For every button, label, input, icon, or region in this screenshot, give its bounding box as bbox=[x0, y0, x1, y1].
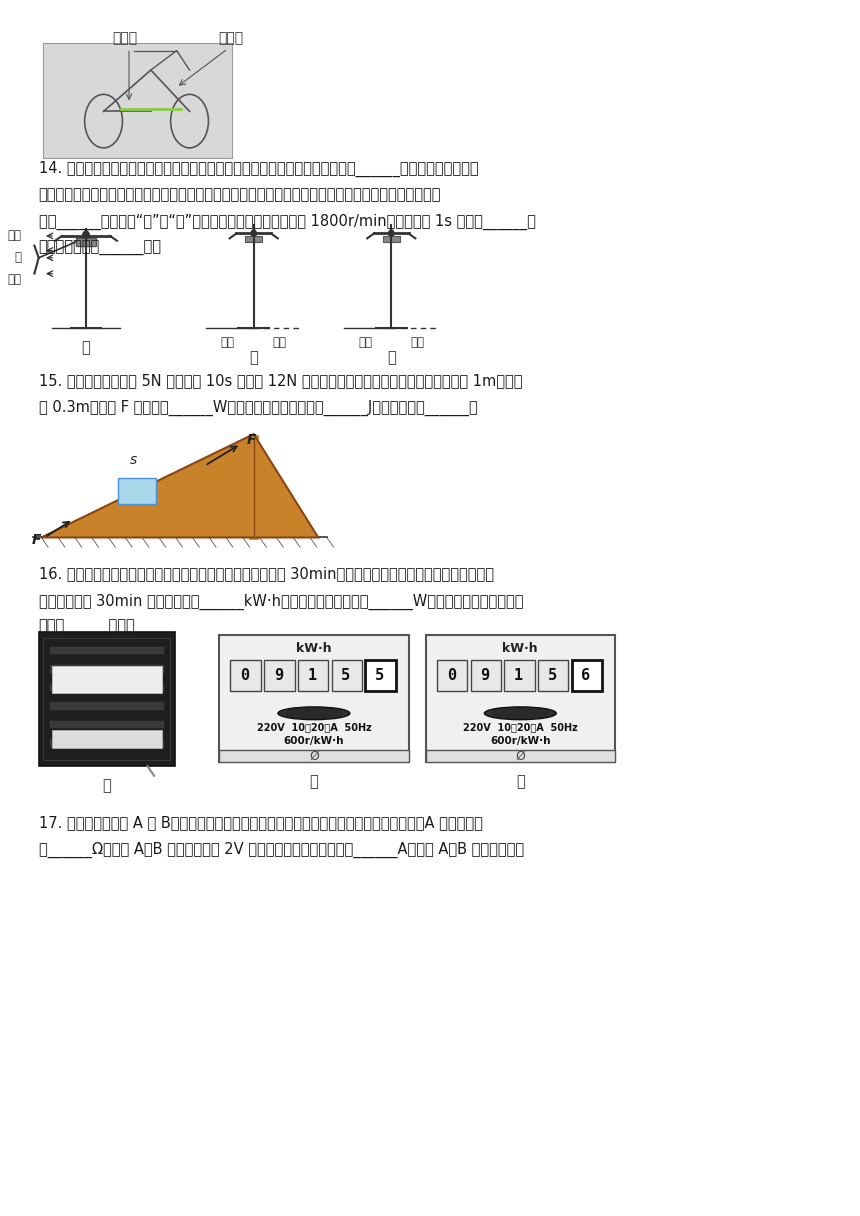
Text: 右手把: 右手把 bbox=[218, 30, 243, 45]
Bar bbox=[52, 730, 162, 748]
Text: 旋翅: 旋翅 bbox=[8, 230, 22, 242]
Text: 风: 风 bbox=[15, 252, 22, 264]
Text: 1: 1 bbox=[514, 668, 523, 683]
Bar bbox=[426, 635, 615, 762]
Bar bbox=[538, 660, 568, 691]
Polygon shape bbox=[245, 236, 262, 242]
Bar bbox=[118, 478, 157, 505]
Text: 为 0.3m，拉力 F 的功率为______W，使用该斜面的额外功为______J，机械效率为______。: 为 0.3m，拉力 F 的功率为______W，使用该斜面的额外功为______… bbox=[39, 400, 477, 416]
Bar bbox=[437, 660, 467, 691]
Text: 丙: 丙 bbox=[516, 775, 525, 789]
Text: 14. 在沿海地区炎热晴朗天气里，易形成海陆风，海陆风形成是因为海水和陆地______不同，如图甲所示是: 14. 在沿海地区炎热晴朗天气里，易形成海陆风，海陆风形成是因为海水和陆地___… bbox=[39, 161, 478, 176]
Bar bbox=[219, 749, 408, 762]
Text: F: F bbox=[32, 533, 41, 547]
Text: 电流的______效应。: 电流的______效应。 bbox=[39, 620, 135, 635]
Bar bbox=[230, 660, 261, 691]
Text: Ø: Ø bbox=[515, 749, 525, 762]
Text: kW·h: kW·h bbox=[502, 642, 538, 655]
Text: 冲程，对外做功______次。: 冲程，对外做功______次。 bbox=[39, 241, 162, 255]
Text: 220V  10（20）A  50Hz: 220V 10（20）A 50Hz bbox=[256, 722, 372, 732]
Bar bbox=[49, 682, 164, 691]
Bar bbox=[264, 660, 294, 691]
Text: 5: 5 bbox=[341, 668, 351, 683]
Bar bbox=[43, 638, 170, 760]
Text: 丙: 丙 bbox=[387, 350, 396, 365]
Text: 5: 5 bbox=[548, 668, 557, 683]
Bar bbox=[426, 749, 615, 762]
Bar bbox=[43, 43, 232, 158]
Bar bbox=[49, 664, 164, 672]
Text: 0: 0 bbox=[446, 668, 456, 683]
Text: 0: 0 bbox=[240, 668, 249, 683]
Bar bbox=[470, 660, 501, 691]
Text: 9: 9 bbox=[481, 668, 489, 683]
Polygon shape bbox=[383, 236, 400, 242]
Text: 甲: 甲 bbox=[102, 778, 111, 793]
Bar bbox=[52, 666, 162, 693]
Text: 乙: 乙 bbox=[249, 350, 258, 365]
Bar bbox=[298, 660, 329, 691]
Bar bbox=[219, 635, 408, 762]
Text: 9: 9 bbox=[274, 668, 283, 683]
Text: 甲: 甲 bbox=[82, 340, 90, 355]
Text: kW·h: kW·h bbox=[296, 642, 332, 655]
Text: 5: 5 bbox=[375, 668, 384, 683]
Text: 大海: 大海 bbox=[273, 336, 286, 349]
Bar bbox=[572, 660, 602, 691]
Ellipse shape bbox=[484, 706, 556, 720]
Text: 车鑰匙: 车鑰匙 bbox=[112, 30, 138, 45]
Bar bbox=[39, 632, 175, 766]
Text: 乙: 乙 bbox=[310, 775, 318, 789]
Text: F: F bbox=[247, 433, 256, 447]
Text: 15. 如图所示，小华用 5N 的拉力在 10s 内将重 12N 的木块从斜面底部匀速拉到顶部。斜面长为 1m，高度: 15. 如图所示，小华用 5N 的拉力在 10s 内将重 12N 的木块从斜面底… bbox=[39, 373, 522, 388]
Text: 220V  10（20）A  50Hz: 220V 10（20）A 50Hz bbox=[463, 722, 578, 732]
Circle shape bbox=[83, 231, 89, 241]
Ellipse shape bbox=[278, 706, 350, 720]
Bar bbox=[49, 702, 164, 710]
Text: 为______Ω；若将 A、B 并联在电压为 2V 的电源两端时，干路电流为______A；若将 A、B 串联在电压为: 为______Ω；若将 A、B 并联在电压为 2V 的电源两端时，干路电流为__… bbox=[39, 841, 524, 857]
Bar bbox=[49, 720, 164, 728]
Circle shape bbox=[389, 230, 394, 237]
Bar bbox=[49, 646, 164, 654]
Text: 17. 有两个电路元件 A 和 B，流过元件的电流与其两端电压的关系如图所示。根据图像可知，A 的电阴恒定: 17. 有两个电路元件 A 和 B，流过元件的电流与其两端电压的关系如图所示。根… bbox=[39, 815, 482, 829]
Text: 形是______图（选填“乙”或“丙”）；汽油机中，若飞轮转速是 1800r/min，则汽油机 1s 内完成______个: 形是______图（选填“乙”或“丙”）；汽油机中，若飞轮转速是 1800r/m… bbox=[39, 214, 536, 230]
Circle shape bbox=[251, 230, 256, 237]
Text: 600r/kW·h: 600r/kW·h bbox=[284, 737, 344, 747]
Bar bbox=[504, 660, 535, 691]
Polygon shape bbox=[76, 238, 96, 246]
Text: 风力发电机独特的尾翅结构，能使其旋翅自动迎风，仅在海陆风因素的影响下，夜晒风力发电机出现的情: 风力发电机独特的尾翅结构，能使其旋翅自动迎风，仅在海陆风因素的影响下，夜晒风力发… bbox=[39, 187, 441, 202]
Text: 600r/kW·h: 600r/kW·h bbox=[490, 737, 550, 747]
Text: 陆地: 陆地 bbox=[221, 336, 235, 349]
Text: 尾翅: 尾翅 bbox=[8, 274, 22, 286]
Text: 1: 1 bbox=[308, 668, 316, 683]
Polygon shape bbox=[41, 434, 318, 537]
Text: s: s bbox=[130, 452, 137, 467]
Text: 大海: 大海 bbox=[410, 336, 424, 349]
Bar bbox=[332, 660, 362, 691]
Bar bbox=[366, 660, 396, 691]
Text: 陆地: 陆地 bbox=[359, 336, 372, 349]
Text: 16. 图甲是家用电热毛巾架，将其单独接入家庭电路正常工作 30min，电能表示数变化情况如图乙、丙所示，: 16. 图甲是家用电热毛巾架，将其单独接入家庭电路正常工作 30min，电能表示… bbox=[39, 567, 494, 581]
Bar bbox=[49, 738, 164, 747]
Text: 6: 6 bbox=[581, 668, 591, 683]
Text: Ø: Ø bbox=[309, 749, 319, 762]
Text: 则电热毛巾架 30min 消耗的电能为______kW·h，电热毛巾架的功率为______W。电热毛巾架发热是利用: 则电热毛巾架 30min 消耗的电能为______kW·h，电热毛巾架的功率为_… bbox=[39, 593, 523, 609]
